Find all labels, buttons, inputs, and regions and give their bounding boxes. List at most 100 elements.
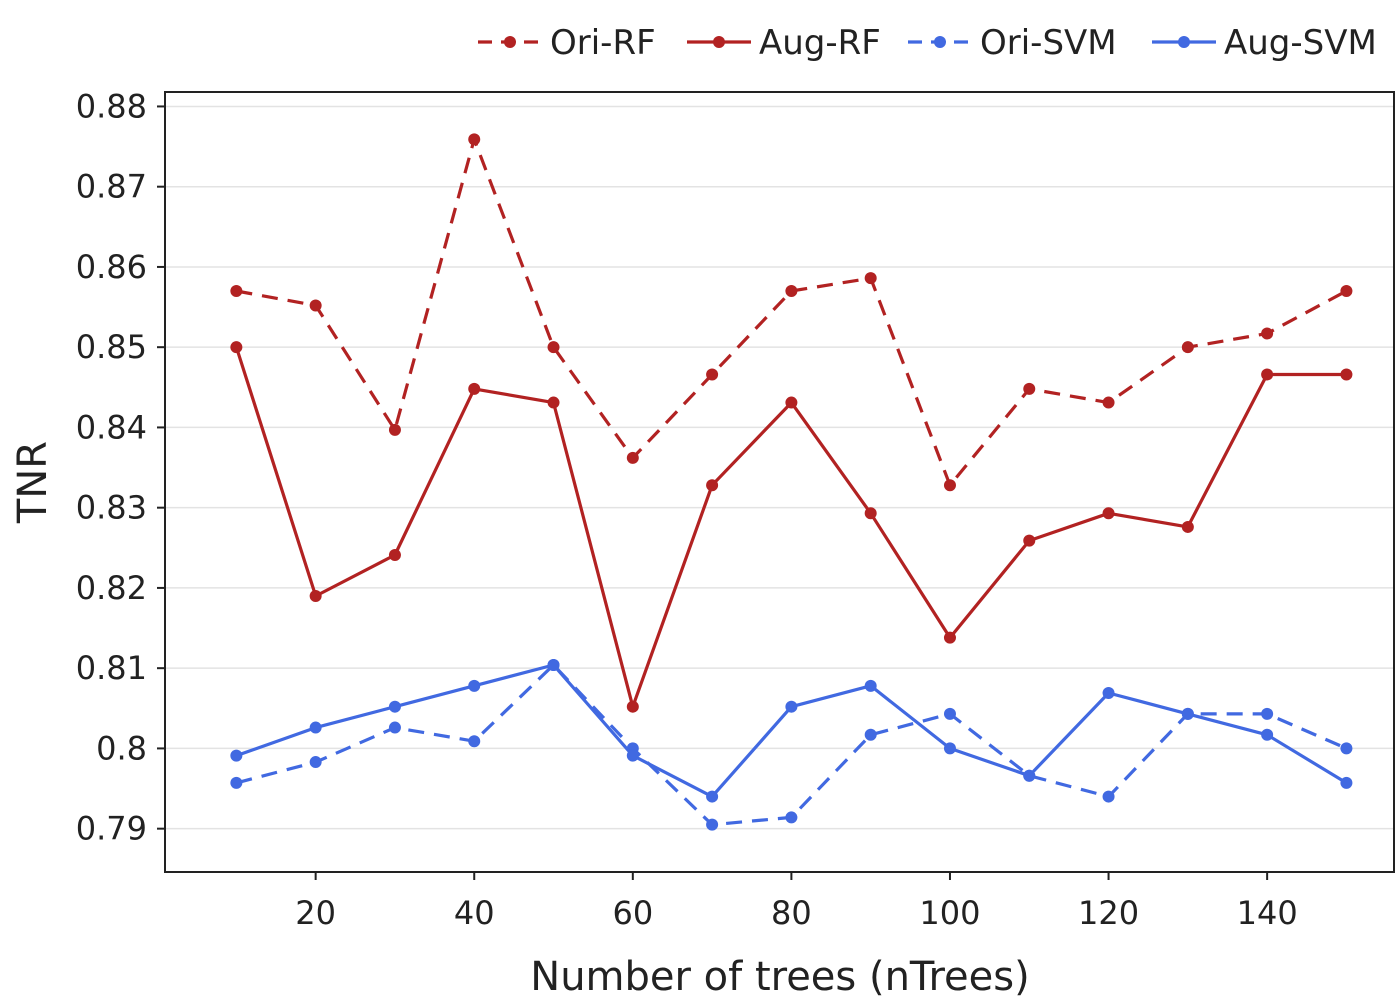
data-point (706, 479, 719, 492)
legend-marker (934, 36, 946, 48)
data-point (943, 707, 956, 720)
data-point (388, 423, 401, 436)
data-point (626, 749, 639, 762)
data-point (1340, 368, 1353, 381)
y-axis-title: TNR (10, 441, 56, 524)
data-point (943, 631, 956, 644)
legend-item-aug-rf: Aug-RF (687, 23, 881, 63)
legend-label: Ori-RF (550, 23, 656, 63)
data-point (547, 341, 560, 354)
data-point (309, 589, 322, 602)
x-tick-label: 60 (612, 894, 653, 932)
legend-marker (713, 36, 725, 48)
legend-marker (504, 36, 516, 48)
x-tick-label: 120 (1078, 894, 1139, 932)
y-tick-label: 0.8 (96, 729, 147, 767)
data-point (1181, 341, 1194, 354)
data-point (785, 700, 798, 713)
data-point (230, 776, 243, 789)
data-point (468, 382, 481, 395)
y-tick-label: 0.87 (76, 168, 147, 206)
data-point (1023, 382, 1036, 395)
y-tick-label: 0.79 (76, 810, 147, 848)
data-point (547, 396, 560, 409)
data-point (1261, 707, 1274, 720)
legend-label: Aug-SVM (1224, 23, 1377, 63)
x-tick-label: 80 (771, 894, 812, 932)
data-point (706, 790, 719, 803)
series-layer (230, 133, 1353, 831)
data-point (388, 700, 401, 713)
data-point (230, 341, 243, 354)
y-tick-label: 0.86 (76, 248, 147, 286)
data-point (309, 756, 322, 769)
y-tick-label: 0.85 (76, 328, 147, 366)
data-point (230, 285, 243, 298)
data-point (1023, 534, 1036, 547)
y-tick-label: 0.88 (76, 87, 147, 125)
series-line-ori-svm (235, 663, 1348, 827)
series-line-ori-rf (236, 137, 1348, 487)
data-point (388, 549, 401, 562)
legend-item-ori-rf: Ori-RF (478, 23, 656, 63)
data-point (1023, 769, 1036, 782)
data-point (626, 700, 639, 713)
data-point (468, 735, 481, 748)
y-tick-label: 0.83 (76, 489, 147, 527)
data-point (1261, 368, 1274, 381)
data-point (1261, 327, 1274, 340)
x-tick-label: 140 (1237, 894, 1298, 932)
data-point (1340, 285, 1353, 298)
data-point (309, 299, 322, 312)
legend-label: Aug-RF (759, 23, 881, 63)
series-aug-svm (230, 658, 1353, 803)
data-point (1340, 776, 1353, 789)
y-tick-label: 0.84 (76, 408, 147, 446)
data-point (706, 368, 719, 381)
data-point (864, 679, 877, 692)
data-point (1102, 687, 1115, 700)
data-point (943, 742, 956, 755)
data-point (864, 507, 877, 520)
data-point (1261, 728, 1274, 741)
y-tick-label: 0.81 (76, 649, 147, 687)
x-tick-label: 100 (919, 894, 980, 932)
x-tick-label: 20 (295, 894, 336, 932)
series-ori-rf (230, 133, 1353, 492)
data-point (864, 272, 877, 285)
data-point (706, 818, 719, 831)
x-tick-label: 40 (454, 894, 495, 932)
y-tick-label: 0.82 (76, 569, 147, 607)
x-axis-title: Number of trees (nTrees) (530, 954, 1029, 1000)
plot-frame (164, 91, 1395, 873)
series-ori-svm (230, 658, 1353, 831)
data-point (785, 285, 798, 298)
series-line-aug-svm (235, 663, 1348, 799)
data-point (1102, 790, 1115, 803)
data-point (1181, 707, 1194, 720)
data-point (1102, 396, 1115, 409)
legend-marker (1178, 36, 1190, 48)
data-point (468, 133, 481, 146)
data-point (547, 658, 560, 671)
data-point (230, 749, 243, 762)
data-point (388, 721, 401, 734)
y-axis: 0.79 0.8 0.81 0.82 0.83 0.84 0.85 0.86 0.87 0.88 (76, 87, 165, 848)
legend-label: Ori-SVM (980, 23, 1117, 63)
legend: Ori-RF Aug-RF Ori-SVM Aug-SVM (478, 23, 1377, 63)
data-point (1340, 742, 1353, 755)
series-aug-rf (230, 341, 1353, 713)
data-point (864, 728, 877, 741)
data-point (785, 811, 798, 824)
legend-item-ori-svm: Ori-SVM (908, 23, 1117, 63)
data-point (1102, 507, 1115, 520)
data-point (785, 396, 798, 409)
legend-item-aug-svm: Aug-SVM (1152, 23, 1377, 63)
data-point (468, 679, 481, 692)
grid-layer (165, 105, 1394, 830)
data-point (1181, 520, 1194, 533)
data-point (626, 451, 639, 464)
data-point (309, 721, 322, 734)
x-axis: 20 40 60 80 100 120 140 (295, 872, 1298, 932)
